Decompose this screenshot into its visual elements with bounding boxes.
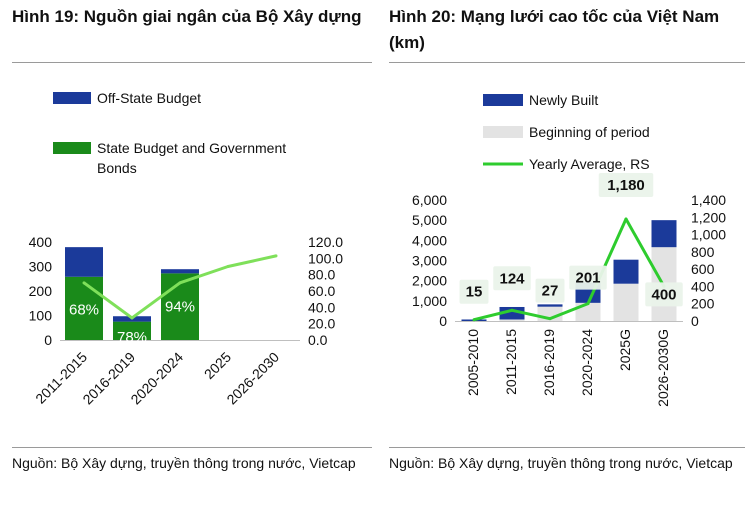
bottom-divider-right: [389, 447, 745, 448]
c2-legend-label-beginning-of-period: Beginning of period: [529, 124, 650, 140]
c1-y-tick-label: 100: [29, 308, 53, 324]
c2-line-point-2011-2015: [510, 308, 514, 312]
c2-legend-swatch-beginning-of-period: [483, 126, 523, 138]
c2-y2-tick-label: 1,000: [691, 227, 726, 243]
c2-bar-beginning-of-period-2011-2015: [499, 319, 525, 321]
c1-bar-state-budget-and-government-bonds-2016-2019: [113, 321, 151, 340]
c2-y2-tick-label: 200: [691, 296, 715, 312]
c1-y-tick-label: 0: [44, 332, 52, 348]
c2-legend-swatch-newly-built: [483, 94, 523, 106]
c1-y2-tick-label: 60.0: [308, 283, 335, 299]
c2-line-point-2020-2024: [586, 302, 590, 306]
c2-data-label-bg: [598, 173, 654, 198]
c1-x-tick-label-2025: 2025: [201, 349, 234, 382]
c1-data-label-2016-2019: 78%: [117, 329, 147, 346]
c1-line-point-2011-2015: [82, 281, 86, 285]
c2-y2-tick-label: 400: [691, 278, 715, 294]
c2-y2-tick-label: 800: [691, 244, 715, 260]
c1-x-tick-label-2026-2030: 2026-2030: [223, 349, 282, 408]
c2-line-series: [473, 217, 666, 322]
c1-y2-tick-label: 80.0: [308, 267, 335, 283]
figure-19-title: Hình 19: Nguồn giai ngân của Bộ Xây dựng: [12, 7, 362, 26]
c2-line-point-2005-2010: [472, 318, 476, 322]
c1-x-tick-label-2020-2024: 2020-2024: [127, 349, 186, 408]
c1-data-label-2011-2015: 68%: [69, 301, 99, 318]
c2-y-tick-label: 1,000: [412, 293, 447, 309]
figure-20-source: Nguồn: Bộ Xây dựng, truyền thông trong n…: [389, 455, 733, 471]
c1-legend-swatch-state-budget-and-government-bonds: [53, 142, 91, 154]
c2-data-label-2016-2019: 27: [542, 283, 559, 300]
c2-data-label-2011-2015: 124: [499, 270, 525, 287]
c1-y2-tick-label: 40.0: [308, 299, 335, 315]
c1-y-tick-label: 300: [29, 259, 53, 275]
c1-y2-tick-label: 0.0: [308, 332, 328, 348]
c2-data-label-2025g: 1,180: [607, 177, 645, 194]
c2-x-tick-label-2011-2015: 2011-2015: [503, 329, 519, 395]
c1-legend-label-off-state-budget: Off-State Budget: [97, 90, 201, 106]
c1-line-point-2016-2019: [130, 316, 134, 320]
c2-data-label-2026-2030g: 400: [651, 286, 676, 303]
c1-y2-tick-label: 100.0: [308, 250, 343, 266]
c2-x-tick-label-2026-2030g: 2026-2030G: [655, 329, 671, 407]
c1-line-point-2026-2030: [274, 254, 278, 258]
c2-y2-tick-label: 1,200: [691, 209, 726, 225]
c1-legend-label-state-budget-and-government-bonds: State Budget and Government: [97, 140, 286, 156]
c2-data-label-bg: [493, 266, 531, 291]
c2-bar-newly-built-2011-2015: [499, 306, 525, 320]
c1-bar-state-budget-and-government-bonds-2011-2015: [65, 276, 103, 340]
c2-x-tick-label-2025g: 2025G: [617, 329, 633, 371]
c2-data-label-2005-2010: 15: [466, 284, 483, 301]
bottom-divider-left: [12, 447, 372, 448]
figure-20-title: Hình 20: Mạng lưới cao tốc của Việt Nam …: [389, 7, 720, 52]
c2-legend-label-yearly-average-rs: Yearly Average, RS: [529, 156, 650, 172]
c2-bar-newly-built-2026-2030g: [651, 220, 677, 248]
c2-data-label-bg: [645, 282, 683, 307]
c2-y2-tick-label: 600: [691, 261, 715, 277]
c1-line-point-2025: [226, 265, 230, 268]
c2-y-tick-label: 0: [439, 313, 447, 329]
c2-y2-tick-label: 0: [691, 313, 699, 329]
c1-legend-swatch-off-state-budget: [53, 92, 91, 104]
c2-y-tick-label: 3,000: [412, 253, 447, 269]
top-divider-right: [389, 62, 745, 63]
c1-y-tick-label: 200: [29, 283, 53, 299]
figure-19-source: Nguồn: Bộ Xây dựng, truyền thông trong n…: [12, 455, 356, 471]
c2-x-tick-label-2020-2024: 2020-2024: [579, 329, 595, 396]
c1-legend-label-state-budget-and-government-bonds: Bonds: [97, 160, 137, 176]
c1-bar-off-state-budget-2011-2015: [65, 247, 103, 277]
c2-data-label-2020-2024: 201: [575, 270, 600, 287]
c2-y-tick-label: 5,000: [412, 212, 447, 228]
c2-bar-newly-built-2025g: [613, 259, 639, 284]
c2-data-label-bg: [569, 265, 607, 290]
c1-y-tick-label: 400: [29, 234, 53, 250]
c1-line-point-2020-2024: [178, 281, 182, 285]
c1-y2-tick-label: 120.0: [308, 234, 343, 250]
c2-data-label-bg: [459, 279, 489, 304]
c2-y-tick-label: 4,000: [412, 232, 447, 248]
c2-x-tick-label-2005-2010: 2005-2010: [465, 329, 481, 396]
c1-data-label-2020-2024: 94%: [165, 298, 195, 315]
c2-y-tick-label: 2,000: [412, 273, 447, 289]
c2-line-point-2025g: [624, 217, 628, 221]
c1-y2-tick-label: 20.0: [308, 316, 335, 332]
c2-bar-beginning-of-period-2025g: [613, 283, 639, 321]
c2-line-point-2016-2019: [548, 317, 552, 321]
top-divider-left: [12, 62, 372, 63]
c2-x-tick-label-2016-2019: 2016-2019: [541, 329, 557, 396]
c2-bar-newly-built-2016-2019: [537, 304, 563, 307]
c2-y-tick-label: 6,000: [412, 192, 447, 208]
c1-bar-off-state-budget-2020-2024: [161, 269, 199, 274]
c2-y2-tick-label: 1,400: [691, 192, 726, 208]
c2-legend-label-newly-built: Newly Built: [529, 92, 598, 108]
c2-data-label-bg: [535, 278, 565, 303]
